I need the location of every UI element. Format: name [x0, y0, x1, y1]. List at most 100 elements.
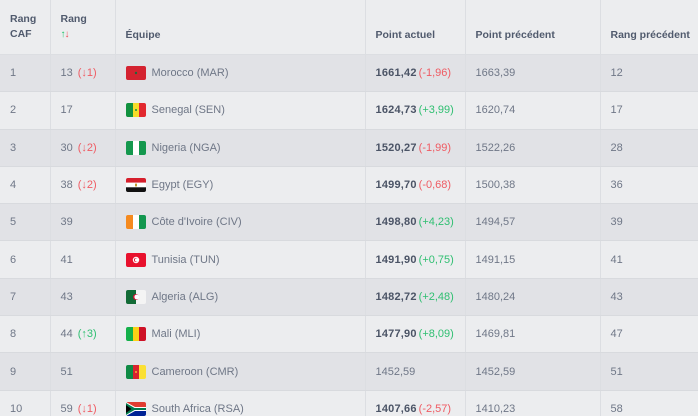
table-row[interactable]: 2 17 Senegal (SEN) 1624,73 (+3,99) 1620,74 17 — [0, 91, 698, 130]
team-name[interactable]: Cameroon (CMR) — [151, 365, 239, 378]
column-header-team[interactable]: Équipe — [115, 0, 366, 55]
previous-points-cell: 1620,74 — [465, 91, 601, 130]
current-points-cell: 1624,73 (+3,99) — [365, 91, 466, 130]
previous-points: 1522,26 — [475, 141, 516, 154]
table-row[interactable]: 6 41 Tunisia (TUN) 1491,90 (+0,75) 1491,15 41 — [0, 240, 698, 279]
table-row[interactable]: 4 38 (↓2) Egypt (EGY) 1499,70 (-0,68) 1500,38 3… — [0, 166, 698, 205]
world-rank-cell: 51 — [50, 352, 116, 391]
previous-points-cell: 1452,59 — [465, 352, 601, 391]
current-points: 1520,27 — [375, 141, 417, 154]
caf-rank-cell: 4 — [0, 166, 51, 205]
arrow-up-icon: ↑ — [60, 29, 66, 40]
column-header-rank-change[interactable]: Rang ↑↓ — [50, 0, 116, 55]
previous-rank: 39 — [610, 216, 623, 229]
previous-points: 1452,59 — [475, 365, 516, 378]
previous-points-cell: 1480,24 — [465, 278, 601, 317]
previous-rank-cell: 28 — [600, 129, 698, 167]
column-header-previous-rank[interactable]: Rang précédent — [600, 0, 698, 55]
team-cell[interactable]: South Africa (RSA) — [115, 390, 366, 416]
current-points-cell: 1491,90 (+0,75) — [365, 240, 466, 279]
previous-rank: 51 — [610, 365, 623, 378]
caf-rank: 3 — [10, 141, 17, 154]
rank-change-badge: (↓2) — [77, 141, 97, 154]
column-header-previous-points[interactable]: Point précédent — [465, 0, 601, 55]
world-rank-cell: 41 — [50, 240, 116, 279]
team-name[interactable]: South Africa (RSA) — [151, 402, 244, 415]
current-points-cell: 1477,90 (+8,09) — [365, 315, 466, 354]
previous-rank-cell: 41 — [600, 240, 698, 279]
team-name[interactable]: Tunisia (TUN) — [151, 253, 220, 266]
previous-rank-cell: 43 — [600, 278, 698, 317]
team-name[interactable]: Senegal (SEN) — [151, 104, 225, 117]
world-rank: 41 — [60, 253, 73, 266]
rank-change-badge: (↓1) — [77, 402, 97, 415]
caf-rank: 2 — [10, 104, 17, 117]
table-row[interactable]: 10 59 (↓1) South Africa (RSA) 1407,66 (-2,57)… — [0, 390, 698, 416]
team-cell[interactable]: Tunisia (TUN) — [115, 240, 366, 279]
previous-points-cell: 1469,81 — [465, 315, 601, 354]
caf-rank: 4 — [10, 179, 17, 192]
team-cell[interactable]: Morocco (MAR) — [115, 54, 366, 93]
current-points-cell: 1520,27 (-1,99) — [365, 129, 466, 167]
team-name[interactable]: Nigeria (NGA) — [151, 141, 221, 154]
flag-cameroon-icon — [125, 364, 146, 379]
points-change: (+0,75) — [418, 253, 454, 266]
previous-points: 1480,24 — [475, 290, 516, 303]
current-points: 1499,70 — [375, 179, 417, 192]
team-name[interactable]: Egypt (EGY) — [151, 179, 214, 192]
team-cell[interactable]: Nigeria (NGA) — [115, 129, 366, 167]
previous-rank-cell: 58 — [600, 390, 698, 416]
arrow-down-icon: ↓ — [64, 29, 70, 40]
team-name[interactable]: Côte d'Ivoire (CIV) — [151, 216, 242, 229]
team-cell[interactable]: Senegal (SEN) — [115, 91, 366, 130]
previous-rank: 47 — [610, 328, 623, 341]
previous-points-cell: 1494,57 — [465, 203, 601, 242]
flag-south-africa-icon — [125, 401, 146, 416]
points-change: (+4,23) — [418, 216, 454, 229]
caf-rank: 1 — [10, 67, 17, 80]
caf-rank: 6 — [10, 253, 17, 266]
caf-rank-cell: 3 — [0, 129, 51, 167]
world-rank: 59 — [60, 402, 73, 415]
table-row[interactable]: 5 39 Côte d'Ivoire (CIV) 1498,80 (+4,23) 1494… — [0, 203, 698, 242]
team-cell[interactable]: Algeria (ALG) — [115, 278, 366, 317]
previous-rank: 36 — [610, 179, 623, 192]
team-cell[interactable]: Côte d'Ivoire (CIV) — [115, 203, 366, 242]
rank-change-badge: (↓1) — [77, 67, 97, 80]
flag-senegal-icon — [125, 103, 146, 118]
current-points-cell: 1452,59 — [365, 352, 466, 391]
team-cell[interactable]: Egypt (EGY) — [115, 166, 366, 205]
world-rank: 13 — [60, 67, 73, 80]
previous-points: 1663,39 — [475, 67, 516, 80]
previous-rank-cell: 36 — [600, 166, 698, 205]
team-cell[interactable]: Cameroon (CMR) — [115, 352, 366, 391]
rank-caf-label-line2: CAF — [10, 28, 32, 40]
world-rank: 44 — [60, 328, 73, 341]
team-cell[interactable]: Mali (MLI) — [115, 315, 366, 354]
team-name[interactable]: Morocco (MAR) — [151, 67, 229, 80]
rank-arrows: ↑↓ — [60, 29, 70, 40]
current-points: 1624,73 — [375, 104, 417, 117]
previous-points-cell: 1500,38 — [465, 166, 601, 205]
flag-egypt-icon — [125, 178, 146, 193]
table-row[interactable]: 3 30 (↓2) Nigeria (NGA) 1520,27 (-1,99) 1522,2… — [0, 129, 698, 167]
rank-caf-label-line1: Rang — [10, 13, 37, 25]
table-row[interactable]: 9 51 Cameroon (CMR) 1452,59 1452,59 51 — [0, 352, 698, 391]
team-name[interactable]: Algeria (ALG) — [151, 290, 219, 303]
table-row[interactable]: 1 13 (↓1) Morocco (MAR) 1661,42 (-1,96) 1663,3… — [0, 54, 698, 93]
table-row[interactable]: 7 43 Algeria (ALG) 1482,72 (+2,48) 1480,24 43 — [0, 278, 698, 317]
caf-rank-cell: 1 — [0, 54, 51, 93]
current-points-cell: 1661,42 (-1,96) — [365, 54, 466, 93]
points-change: (-1,99) — [418, 141, 452, 154]
previous-points: 1469,81 — [475, 328, 516, 341]
column-header-current-points[interactable]: Point actuel — [365, 0, 466, 55]
team-name[interactable]: Mali (MLI) — [151, 328, 201, 341]
world-rank-cell: 30 (↓2) — [50, 129, 116, 167]
caf-rank-cell: 2 — [0, 91, 51, 130]
column-header-rank-caf[interactable]: Rang CAF — [0, 0, 51, 55]
rank-change-badge: (↑3) — [77, 328, 97, 341]
table-row[interactable]: 8 44 (↑3) Mali (MLI) 1477,90 (+8,09) 1469,81 47 — [0, 315, 698, 354]
caf-rank-cell: 8 — [0, 315, 51, 354]
flag-morocco-icon — [125, 66, 146, 81]
flag-tunisia-icon — [125, 252, 146, 267]
